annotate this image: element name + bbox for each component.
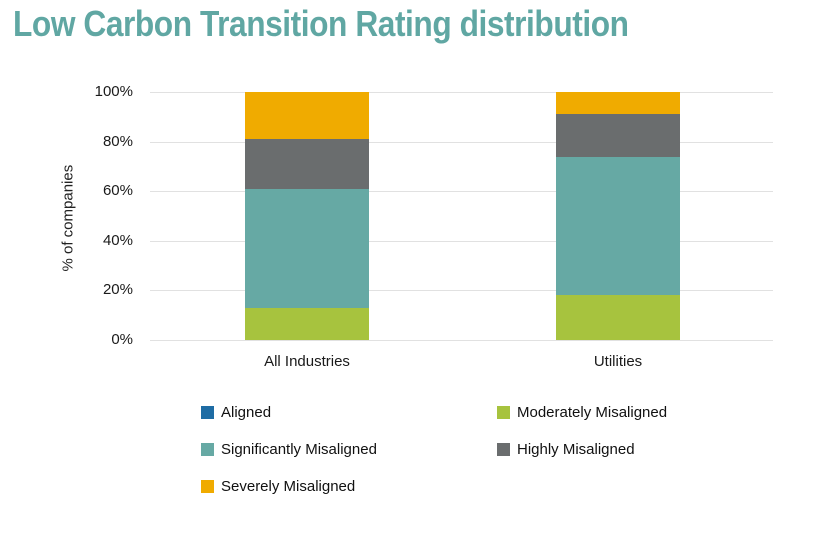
legend-item-aligned: Aligned — [201, 404, 271, 421]
bar-segment-significantly-misaligned — [245, 188, 369, 308]
bar-segment-moderately-misaligned — [556, 295, 680, 340]
bar-segment-moderately-misaligned — [245, 307, 369, 340]
legend-item-highly-misaligned: Highly Misaligned — [497, 441, 635, 458]
legend-label: Significantly Misaligned — [221, 441, 377, 458]
y-tick-label: 60% — [102, 182, 133, 200]
gridline-0% — [150, 340, 773, 341]
x-category-label: All Industries — [264, 353, 350, 370]
gridline-60% — [150, 191, 773, 193]
legend-swatch-icon — [201, 480, 214, 493]
legend-label: Moderately Misaligned — [517, 404, 668, 421]
y-tick-label: 20% — [102, 281, 133, 299]
x-category-label: Utilities — [593, 353, 643, 370]
legend-label: Aligned — [221, 404, 272, 421]
gridline-20% — [150, 290, 773, 292]
bar-segment-highly-misaligned — [245, 139, 369, 189]
legend-label: Highly Misaligned — [517, 441, 635, 458]
stacked-bar-utilities — [556, 92, 680, 340]
y-axis-tick-labels: 0% 20% 40% 60% 80% 100% — [0, 83, 133, 348]
y-tick-label: 80% — [102, 132, 133, 150]
legend-item-significantly-misaligned: Significantly Misaligned — [201, 441, 377, 458]
chart-title: Low Carbon Transition Rating distributio… — [13, 3, 629, 44]
bar-segment-significantly-misaligned — [556, 156, 680, 296]
bar-segment-severely-misaligned — [245, 92, 369, 140]
plot-area — [150, 92, 773, 341]
y-tick-label: 0% — [111, 331, 133, 348]
legend-label: Severely Misaligned — [221, 478, 356, 495]
gridline-100% — [150, 92, 773, 93]
legend-item-moderately-misaligned: Moderately Misaligned — [497, 404, 667, 421]
legend-swatch-icon — [201, 443, 214, 456]
gridline-40% — [150, 240, 773, 242]
legend-item-severely-misaligned: Severely Misaligned — [201, 478, 355, 495]
stacked-bar-all-industries — [245, 92, 369, 340]
legend-swatch-icon — [497, 406, 510, 419]
bar-segment-highly-misaligned — [556, 114, 680, 157]
legend-swatch-icon — [201, 406, 214, 419]
legend-swatch-icon — [497, 443, 510, 456]
bar-segment-severely-misaligned — [556, 92, 680, 115]
gridline-80% — [150, 141, 773, 143]
y-tick-label: 100% — [94, 83, 133, 100]
y-tick-label: 40% — [102, 231, 133, 249]
